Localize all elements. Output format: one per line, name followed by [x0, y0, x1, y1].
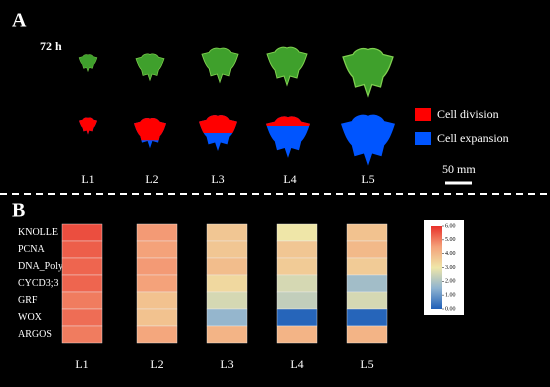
heatmap-cell — [276, 257, 318, 276]
heatmap-cell — [61, 257, 103, 276]
column-label: L3 — [220, 357, 233, 371]
heatmap-cell — [346, 325, 388, 344]
heatmap-cell — [276, 240, 318, 259]
heatmap-cell — [276, 308, 318, 327]
leaf-map — [79, 117, 97, 135]
row-label: ARGOS — [18, 329, 52, 340]
heatmap-cell — [61, 223, 103, 242]
heatmap-cell — [136, 291, 178, 310]
heatmap-cell — [61, 308, 103, 327]
column-label: L2 — [150, 357, 163, 371]
leaf-label: L4 — [283, 172, 296, 186]
colorbar-tick-label: 0.00 — [445, 306, 456, 312]
column-label: L5 — [360, 357, 373, 371]
colorbar — [431, 226, 442, 309]
colorbar-tick-label: 2.00 — [445, 279, 456, 285]
leaf-photo — [342, 47, 394, 98]
heatmap-cell — [346, 274, 388, 293]
panel-label: A — [12, 10, 27, 32]
leaf-map — [341, 114, 395, 166]
heatmap-cell — [206, 274, 248, 293]
scale-label: 50 mm — [442, 162, 476, 176]
legend-label: Cell expansion — [437, 131, 509, 145]
row-label: CYCD3;3 — [18, 278, 59, 289]
leaf-photo — [78, 54, 98, 73]
leaf-photo — [135, 53, 165, 82]
heatmap-cell — [346, 291, 388, 310]
cell-division-area — [199, 115, 237, 133]
leaf-map — [266, 116, 310, 158]
heatmap-cell — [136, 223, 178, 242]
heatmap-cell — [346, 257, 388, 276]
heatmap-cell — [206, 291, 248, 310]
colorbar-tick-label: 5.00 — [445, 237, 456, 243]
row-label: KNOLLE — [18, 227, 58, 238]
row-label: PCNA — [18, 244, 45, 255]
heatmap-cell — [206, 240, 248, 259]
legend-label: Cell division — [437, 107, 499, 121]
leaf-map — [199, 115, 237, 152]
row-label: DNA_Poly — [18, 261, 63, 272]
heatmap-cell — [61, 291, 103, 310]
cell-division-area — [79, 117, 97, 135]
column-label: L4 — [290, 357, 303, 371]
heatmap-cell — [346, 223, 388, 242]
panel-label: B — [12, 200, 25, 222]
colorbar-tick-label: 6.00 — [445, 223, 456, 229]
row-label: WOX — [18, 312, 43, 323]
heatmap-cell — [61, 240, 103, 259]
heatmap-cell — [136, 274, 178, 293]
heatmap-cell — [276, 223, 318, 242]
colorbar-tick-label: 1.00 — [445, 293, 456, 299]
leaf-label: L1 — [81, 172, 94, 186]
column-label: L1 — [75, 357, 88, 371]
heatmap-cell — [206, 325, 248, 344]
time-label: 72 h — [40, 39, 62, 53]
cell-division-area — [266, 116, 310, 126]
heatmap-cell — [136, 257, 178, 276]
heatmap-cell — [61, 325, 103, 344]
heatmap-cell — [136, 308, 178, 327]
cell-division-area — [134, 117, 166, 141]
heatmap-cell — [136, 240, 178, 259]
heatmap-cell — [276, 291, 318, 310]
colorbar-tick-label: 3.00 — [445, 265, 456, 271]
colorbar-tick-label: 4.00 — [445, 251, 456, 257]
heatmap-cell — [136, 325, 178, 344]
heatmap-cell — [346, 308, 388, 327]
heatmap-cell — [61, 274, 103, 293]
leaf-label: L3 — [211, 172, 224, 186]
heatmap-cell — [276, 274, 318, 293]
leaf-map — [134, 117, 166, 149]
cell-expansion-area — [341, 114, 395, 166]
legend-swatch — [415, 108, 431, 121]
leaf-photo — [266, 46, 308, 87]
cell-expansion-area — [266, 116, 310, 158]
heatmap-cell — [346, 240, 388, 259]
legend-swatch — [415, 132, 431, 145]
heatmap-cell — [206, 223, 248, 242]
heatmap-cell — [276, 325, 318, 344]
leaf-label: L2 — [145, 172, 158, 186]
heatmap-cell — [206, 257, 248, 276]
heatmap-cell — [206, 308, 248, 327]
leaf-photo — [201, 47, 239, 84]
leaf-label: L5 — [361, 172, 374, 186]
row-label: GRF — [18, 295, 38, 306]
